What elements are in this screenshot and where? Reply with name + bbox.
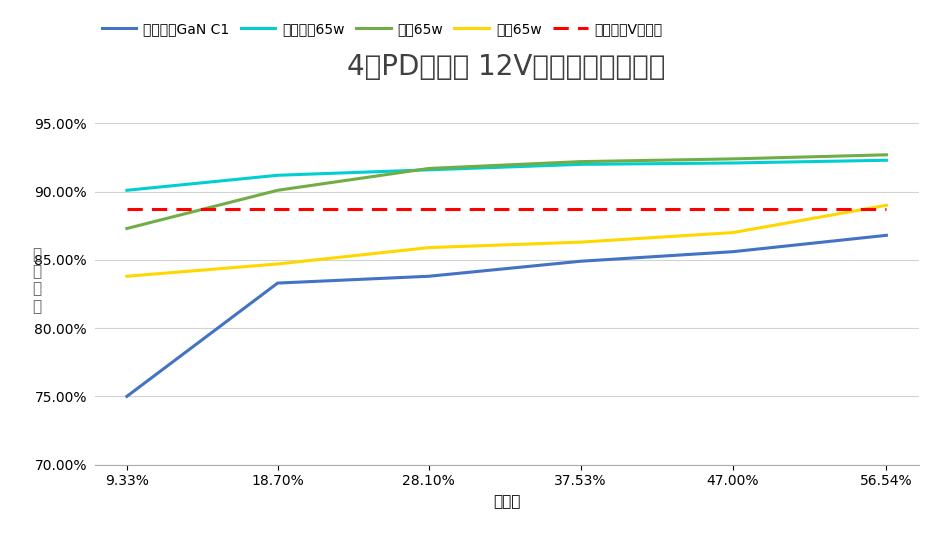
爱否倍思GaN C1 <box>881 232 892 239</box>
小米65w <box>272 261 283 267</box>
联想口红65w <box>423 167 435 173</box>
Line: 联想口红65w: 联想口红65w <box>127 160 886 190</box>
紫米65w <box>423 165 435 171</box>
Line: 小米65w: 小米65w <box>127 205 886 276</box>
联想口红65w <box>121 187 133 193</box>
爱否倍思GaN C1 <box>575 258 586 264</box>
X-axis label: 负载率: 负载率 <box>493 494 520 509</box>
小米65w <box>423 245 435 251</box>
Title: 4款PD充电器 12V输出转换效率对比: 4款PD充电器 12V输出转换效率对比 <box>348 53 666 81</box>
能效等级V合格线 <box>272 206 283 213</box>
爱否倍思GaN C1 <box>727 248 739 255</box>
能效等级V合格线 <box>121 206 133 213</box>
小米65w <box>121 273 133 279</box>
紫米65w <box>272 187 283 193</box>
Legend: 爱否倍思GaN C1, 联想口红65w, 紫米65w, 小米65w, 能效等级V合格线: 爱否倍思GaN C1, 联想口红65w, 紫米65w, 小米65w, 能效等级V… <box>101 22 663 36</box>
爱否倍思GaN C1 <box>121 393 133 399</box>
联想口红65w <box>881 157 892 163</box>
联想口红65w <box>727 160 739 166</box>
联想口红65w <box>272 172 283 178</box>
紫米65w <box>121 225 133 232</box>
Line: 爱否倍思GaN C1: 爱否倍思GaN C1 <box>127 235 886 396</box>
能效等级V合格线 <box>423 206 435 213</box>
小米65w <box>727 230 739 236</box>
能效等级V合格线 <box>881 206 892 213</box>
紫米65w <box>575 159 586 165</box>
爱否倍思GaN C1 <box>272 280 283 286</box>
联想口红65w <box>575 161 586 168</box>
能效等级V合格线 <box>575 206 586 213</box>
能效等级V合格线 <box>727 206 739 213</box>
Line: 紫米65w: 紫米65w <box>127 155 886 229</box>
小米65w <box>881 202 892 208</box>
紫米65w <box>881 152 892 158</box>
爱否倍思GaN C1 <box>423 273 435 279</box>
Text: 转
换
效
率: 转 换 效 率 <box>32 247 42 314</box>
小米65w <box>575 239 586 245</box>
紫米65w <box>727 156 739 162</box>
